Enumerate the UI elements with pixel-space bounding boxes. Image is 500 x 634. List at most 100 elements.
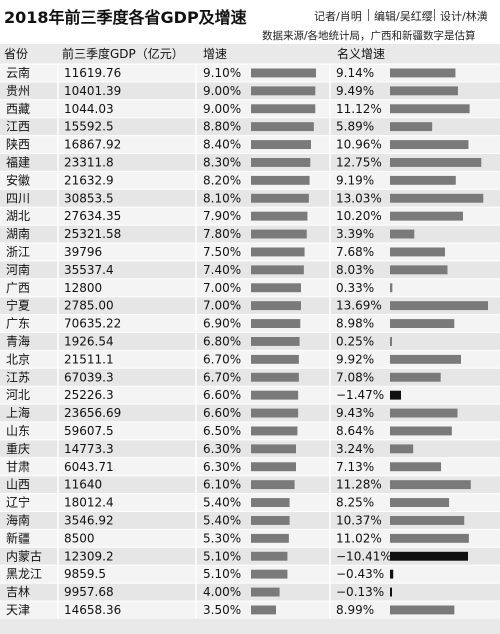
table-row: 陕西 16867.92 8.40% 10.96% (0, 135, 500, 154)
growth-label: 5.30% (203, 531, 241, 545)
nominal-growth-bar (390, 444, 414, 454)
nominal-growth-bar (390, 533, 469, 543)
growth-label: 6.70% (203, 352, 241, 366)
table-row: 云南 11619.76 9.10% 9.14% (0, 63, 500, 82)
table-row: 宁夏 2785.00 7.00% 13.69% (0, 296, 500, 315)
growth-label: 3.50% (203, 603, 241, 617)
nominal-growth-label: 3.39% (336, 227, 374, 241)
table-row: 吉林 9957.68 4.00% −0.13% (0, 582, 500, 601)
growth-bar (251, 605, 276, 615)
nominal-growth-bar (390, 462, 442, 472)
nominal-growth-bar (390, 587, 392, 597)
divider (434, 9, 435, 21)
gdp-value: 27634.35 (64, 209, 121, 223)
nominal-growth-bar (390, 354, 462, 364)
column-header-growth: 增速 (203, 47, 227, 61)
row-background (0, 243, 500, 261)
province-name: 江西 (6, 120, 30, 134)
province-name: 福建 (6, 155, 30, 170)
province-name: 河北 (6, 388, 30, 402)
growth-label: 6.10% (203, 478, 241, 492)
nominal-growth-label: 3.24% (336, 442, 374, 456)
gdp-value: 6043.71 (64, 460, 114, 474)
table-row: 海南 3546.92 5.40% 10.37% (0, 511, 500, 530)
growth-label: 6.60% (203, 388, 241, 402)
nominal-growth-label: 8.99% (336, 603, 374, 617)
nominal-growth-bar (390, 104, 470, 114)
column-header-province: 省份 (4, 47, 28, 61)
province-name: 新疆 (6, 530, 30, 545)
row-background (0, 368, 500, 387)
growth-bar (251, 516, 290, 525)
growth-bar (251, 122, 314, 132)
nominal-growth-label: 9.19% (336, 173, 374, 187)
table-body: 云南 11619.76 9.10% 9.14% 贵州 10401.39 9.00% 9.49%… (0, 63, 500, 619)
gdp-value: 21632.9 (64, 173, 114, 187)
row-background (0, 511, 500, 530)
nominal-growth-bar (390, 265, 448, 275)
growth-bar (251, 140, 311, 149)
row-background (0, 64, 500, 82)
growth-bar (251, 86, 316, 96)
gdp-value: 18012.4 (64, 496, 114, 510)
province-name: 陕西 (6, 137, 30, 152)
row-background (0, 404, 500, 422)
nominal-growth-bar (390, 175, 456, 185)
gdp-value: 16867.92 (64, 138, 121, 152)
province-name: 海南 (6, 513, 30, 528)
growth-label: 6.30% (203, 460, 241, 474)
nominal-growth-bar (390, 319, 455, 328)
growth-label: 7.80% (203, 227, 241, 241)
row-background (0, 189, 500, 208)
table-row: 河北 25226.3 6.60% −1.47% (0, 385, 500, 405)
table-row: 上海 23656.69 6.60% 9.43% (0, 403, 500, 422)
nominal-growth-label: 10.20% (336, 209, 382, 223)
nominal-growth-label: 0.25% (336, 335, 374, 349)
province-name: 湖北 (6, 208, 30, 223)
row-background (0, 135, 500, 154)
growth-bar (251, 462, 296, 472)
divider (368, 9, 369, 21)
table-row: 重庆 14773.3 6.30% 3.24% (0, 439, 500, 458)
gdp-value: 14773.3 (64, 442, 114, 456)
growth-label: 9.00% (203, 102, 241, 116)
gdp-value: 21511.1 (64, 352, 114, 366)
nominal-growth-bar (390, 229, 415, 239)
gdp-value: 59607.5 (64, 424, 114, 438)
gdp-value: 3546.92 (64, 514, 114, 528)
gdp-value: 12309.2 (64, 549, 114, 563)
gdp-value: 39796 (64, 245, 102, 259)
growth-label: 7.40% (203, 263, 241, 277)
nominal-growth-label: −0.43% (336, 567, 384, 581)
column-header-gdp: 前三季度GDP（亿元） (62, 46, 184, 61)
nominal-growth-label: 11.28% (336, 478, 382, 492)
nominal-growth-label: 9.43% (336, 406, 374, 420)
row-background (0, 601, 500, 619)
growth-label: 8.40% (203, 138, 241, 152)
nominal-growth-label: 7.08% (336, 370, 374, 384)
gdp-value: 25321.58 (64, 227, 121, 241)
table-row: 西藏 1044.03 9.00% 11.12% (0, 99, 500, 118)
nominal-growth-label: 0.33% (336, 281, 374, 295)
row-background (0, 565, 500, 584)
nominal-growth-bar (390, 372, 441, 382)
row-background (0, 457, 500, 476)
province-name: 重庆 (6, 442, 30, 456)
growth-bar (251, 480, 295, 490)
gdp-value: 8500 (64, 531, 95, 545)
row-background (0, 99, 500, 118)
growth-bar (251, 301, 301, 311)
growth-label: 7.90% (203, 209, 241, 223)
designer-credit: 设计/林潢 (440, 10, 488, 23)
gdp-value: 23656.69 (64, 406, 121, 420)
growth-label: 7.00% (203, 299, 241, 313)
row-background (0, 153, 500, 172)
growth-label: 6.80% (203, 335, 241, 349)
growth-label: 4.00% (203, 585, 241, 599)
gdp-value: 12800 (64, 281, 102, 295)
growth-label: 6.60% (203, 406, 241, 420)
nominal-growth-bar (390, 408, 458, 418)
nominal-growth-label: −0.13% (336, 585, 384, 599)
growth-bar (251, 551, 288, 561)
table-row: 河南 35537.4 7.40% 8.03% (0, 260, 500, 279)
